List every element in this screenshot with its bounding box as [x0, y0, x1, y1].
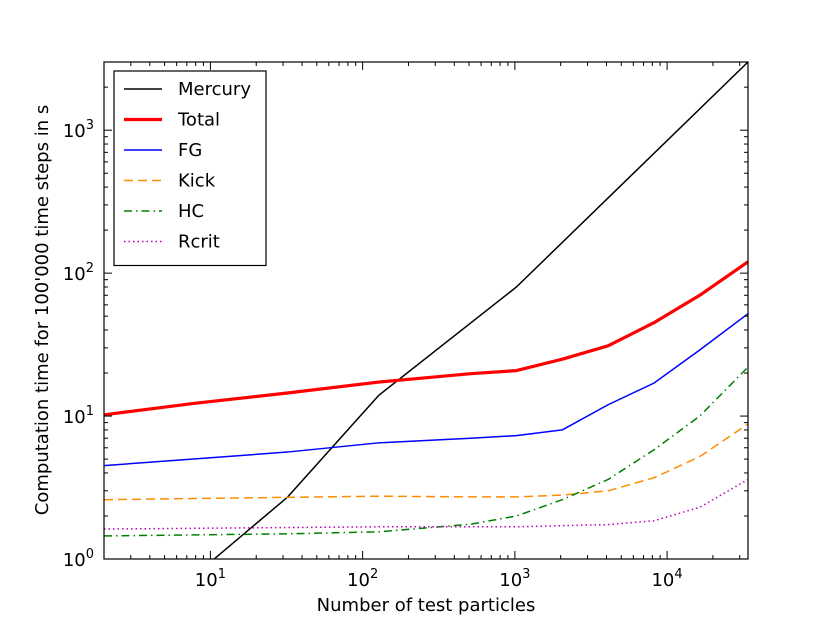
y-tick-label: 100 [63, 547, 94, 571]
plot-frame [103, 61, 749, 560]
y-tick-label: 102 [63, 261, 94, 285]
legend-label-kick: Kick [178, 171, 216, 192]
series-line-mercury [213, 62, 748, 559]
legend-label-rcrit: Rcrit [178, 232, 220, 253]
series-line-hc [104, 366, 748, 537]
series-line-fg [104, 313, 748, 467]
x-tick-label: 101 [195, 567, 226, 591]
x-tick-label: 103 [499, 567, 530, 591]
y-tick-label: 101 [63, 404, 94, 428]
x-tick-label: 102 [347, 567, 378, 591]
series-layer [104, 62, 748, 559]
series-line-kick [104, 423, 748, 501]
legend-label-mercury: Mercury [178, 79, 251, 100]
legend-box [113, 70, 267, 267]
legend-label-total: Total [177, 110, 220, 131]
y-axis-label: Computation time for 100'000 time steps … [32, 105, 53, 515]
legend: Mercury Total FG Kick HC Rcrit [113, 70, 267, 267]
legend-label-hc: HC [178, 201, 204, 222]
y-tick-label: 103 [63, 118, 94, 142]
x-tick-label: 104 [651, 567, 682, 591]
tick-layer: 101 102 103 104 100 101 102 103 [63, 61, 748, 591]
legend-label-fg: FG [178, 140, 202, 161]
x-axis-label: Number of test particles [317, 595, 536, 616]
series-line-total [104, 260, 748, 417]
